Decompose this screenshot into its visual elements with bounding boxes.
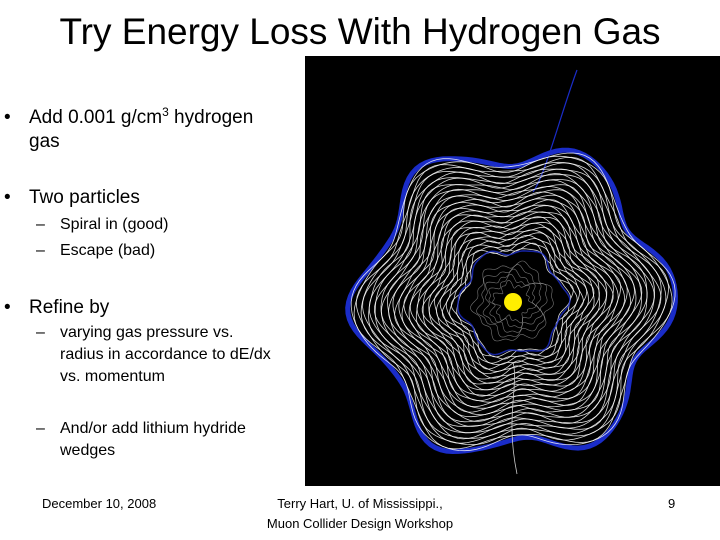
spiral-track — [428, 221, 600, 384]
bullet-text-part: Add 0.001 g/cm — [29, 107, 163, 128]
spiral-track — [368, 168, 656, 434]
subitem-text: radius in accordance to dE/dx — [60, 344, 271, 366]
spiral-track — [439, 232, 588, 372]
yellow-target — [504, 293, 522, 311]
inner-orbit-track — [492, 279, 536, 324]
slide-title: Try Energy Loss With Hydrogen Gas — [59, 11, 661, 52]
spiral-track — [401, 198, 626, 408]
dash-marker: – — [36, 324, 45, 341]
inner-orbit-track — [470, 260, 554, 342]
subitem-text-part: radius in accordance to d — [60, 346, 239, 363]
bullet-text: gas — [29, 131, 60, 152]
footer-author-line1: Terry Hart, U. of Mississippi., — [277, 496, 443, 511]
subitem-text: Escape (bad) — [60, 242, 156, 259]
bullet-text-part: hydrogen — [168, 107, 254, 128]
spiral-track — [449, 241, 578, 364]
subitem-text: vs. momentum — [60, 368, 165, 385]
superscript: 3 — [162, 105, 169, 119]
inner-boundary-ring — [457, 250, 571, 356]
subitem-text: Spiral in (good) — [60, 216, 169, 233]
spiral-simulation-image — [305, 56, 720, 486]
spiral-track — [380, 178, 648, 427]
spiral-tracks-graphic — [345, 69, 678, 475]
inner-orbit-track — [476, 264, 548, 338]
spiral-track — [380, 179, 642, 423]
bullet-text: Refine by — [29, 297, 110, 318]
spiral-track — [398, 194, 628, 409]
spiral-track — [403, 199, 622, 403]
dash-marker: – — [36, 216, 45, 233]
bullet-marker: • — [4, 297, 11, 318]
bullet-text: Two particles — [29, 187, 140, 208]
subitem-text: wedges — [60, 442, 116, 459]
footer-page-number: 9 — [668, 496, 676, 511]
spiral-track — [436, 229, 589, 375]
tail-track — [511, 361, 518, 475]
spiral-track — [394, 191, 631, 413]
bullet-marker: • — [4, 107, 11, 128]
subitem-text: varying gas pressure vs. — [60, 324, 234, 341]
inner-orbit-track — [482, 268, 543, 333]
spiral-track — [392, 189, 635, 416]
spiral-track — [388, 186, 637, 418]
spiral-track — [445, 238, 580, 366]
spiral-track — [422, 217, 607, 391]
footer-date: December 10, 2008 — [42, 496, 157, 511]
footer-author-line2: Muon Collider Design Workshop — [266, 516, 454, 531]
subitem-text-part: E/dx — [238, 346, 271, 363]
bullet-text: Add 0.001 g/cm3 hydrogen — [29, 106, 253, 129]
spiral-track — [362, 162, 662, 439]
footer-author: Terry Hart, U. of Mississippi., Muon Col… — [240, 494, 480, 534]
dash-marker: – — [36, 420, 45, 437]
escape-track — [532, 69, 578, 193]
subitem-text: And/or add lithium hydride — [60, 420, 246, 437]
bullet-marker: • — [4, 187, 11, 208]
dash-marker: – — [36, 242, 45, 259]
